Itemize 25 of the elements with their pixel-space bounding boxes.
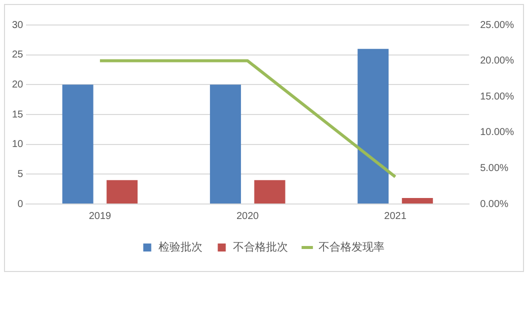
y-tick-label: 30 (12, 20, 24, 31)
y-tick-label: 10 (12, 139, 24, 150)
bar (106, 180, 138, 204)
bar (210, 84, 241, 204)
x-tick-label: 2019 (88, 210, 112, 222)
legend-label: 检验批次 (158, 240, 202, 254)
y2-tick-label: 15.00% (480, 91, 514, 102)
bar (358, 48, 389, 204)
bar (254, 180, 286, 204)
y-tick-label: 5 (18, 168, 24, 180)
y2-tick-label: 25.00% (480, 20, 514, 31)
y2-tick-label: 10.00% (480, 127, 514, 138)
y-tick-label: 25 (12, 50, 24, 61)
y2-tick-label: 0.00% (480, 198, 509, 210)
y2-tick-label: 20.00% (480, 56, 514, 67)
legend-label: 不合格批次 (232, 240, 288, 254)
bar (402, 198, 433, 204)
y2-tick-label: 5.00% (480, 162, 509, 174)
x-tick-label: 2021 (384, 210, 407, 222)
x-tick-label: 2020 (236, 210, 260, 222)
y-tick-label: 0 (18, 198, 24, 210)
y-tick-label: 15 (12, 109, 24, 120)
legend-label: 不合格发现率 (318, 240, 384, 254)
bar (62, 84, 94, 204)
y-tick-label: 20 (12, 79, 24, 90)
